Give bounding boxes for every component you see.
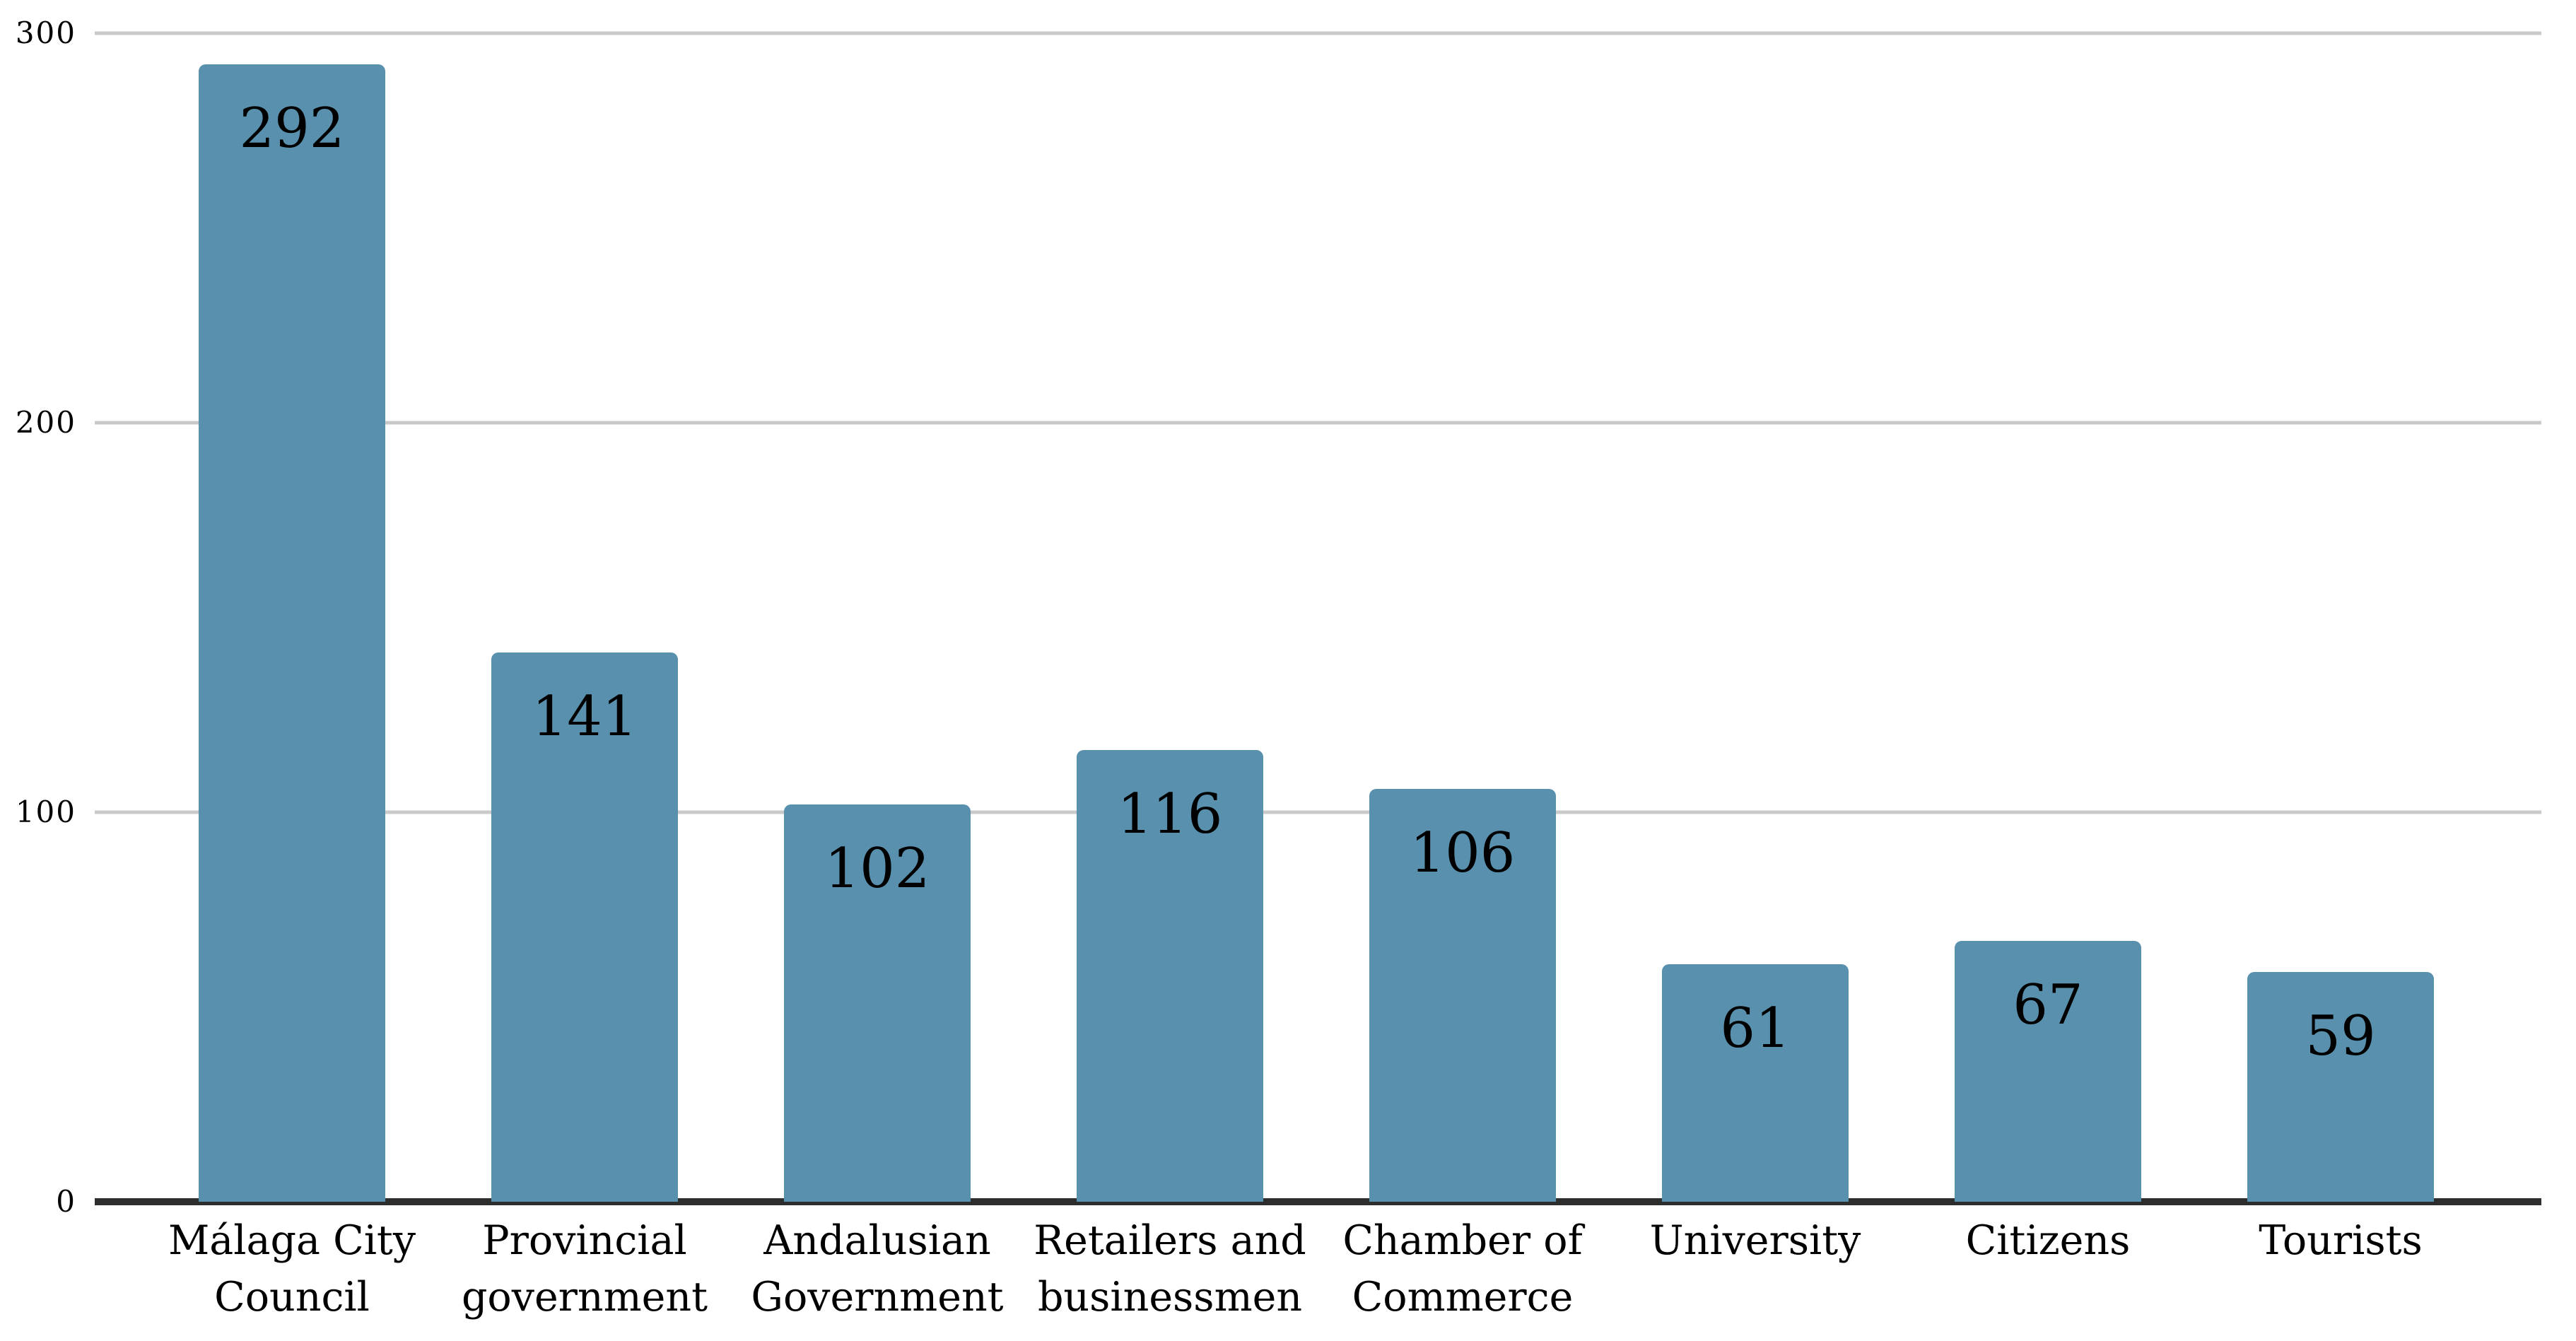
bar-3: 102 xyxy=(783,804,971,1202)
category-label: Andalusian Government xyxy=(751,1217,1004,1320)
bar-value-label: 61 xyxy=(1720,996,1791,1060)
bar-slot: 59 xyxy=(2194,33,2487,1202)
category-label: Tourists xyxy=(2259,1217,2423,1264)
bar-slot: 116 xyxy=(1024,33,1316,1202)
category-label: University xyxy=(1649,1217,1861,1264)
plot-area: 0 100 200 300 292 141 102 116 106 61 67 59 xyxy=(16,18,2541,1217)
bar-7: 67 xyxy=(1954,940,2142,1202)
bar-value-label: 67 xyxy=(2013,973,2083,1037)
bars-layer: 292 141 102 116 106 61 67 59 xyxy=(146,33,2487,1202)
bar-value-label: 116 xyxy=(1117,782,1223,846)
bar-value-label: 141 xyxy=(532,685,638,749)
y-tick-label-300: 300 xyxy=(15,16,76,50)
category-label: Retailers and businessmen xyxy=(1034,1217,1306,1320)
bar-slot: 102 xyxy=(731,33,1024,1202)
category-label: Chamber of Commerce xyxy=(1342,1217,1583,1320)
bar-1: 292 xyxy=(198,64,386,1202)
bar-6: 61 xyxy=(1661,964,1849,1202)
bar-value-label: 59 xyxy=(2305,1004,2376,1068)
bar-2: 141 xyxy=(491,652,679,1202)
bar-value-label: 292 xyxy=(239,97,345,161)
category-label: Citizens xyxy=(1965,1217,2131,1264)
gridline-200 xyxy=(95,421,2541,425)
bar-value-label: 106 xyxy=(1410,821,1516,885)
x-axis-line xyxy=(95,1198,2541,1205)
gridline-300 xyxy=(95,31,2541,35)
bar-slot: 141 xyxy=(438,33,731,1202)
category-label: Provincial government xyxy=(461,1217,708,1320)
y-tick-label-100: 100 xyxy=(15,795,76,829)
bar-slot: 106 xyxy=(1316,33,1609,1202)
bar-8: 59 xyxy=(2247,971,2435,1202)
bar-slot: 67 xyxy=(1902,33,2194,1202)
y-tick-label-200: 200 xyxy=(15,405,76,440)
bar-5: 106 xyxy=(1369,788,1557,1202)
category-label: Málaga City Council xyxy=(168,1217,416,1320)
category-labels-row: Málaga City Council Provincial government… xyxy=(146,1213,2487,1326)
bar-value-label: 102 xyxy=(824,836,930,901)
bar-4: 116 xyxy=(1076,749,1264,1202)
gridline-100 xyxy=(95,810,2541,814)
y-tick-label-0: 0 xyxy=(56,1184,76,1219)
bar-slot: 292 xyxy=(146,33,438,1202)
bar-slot: 61 xyxy=(1609,33,1902,1202)
